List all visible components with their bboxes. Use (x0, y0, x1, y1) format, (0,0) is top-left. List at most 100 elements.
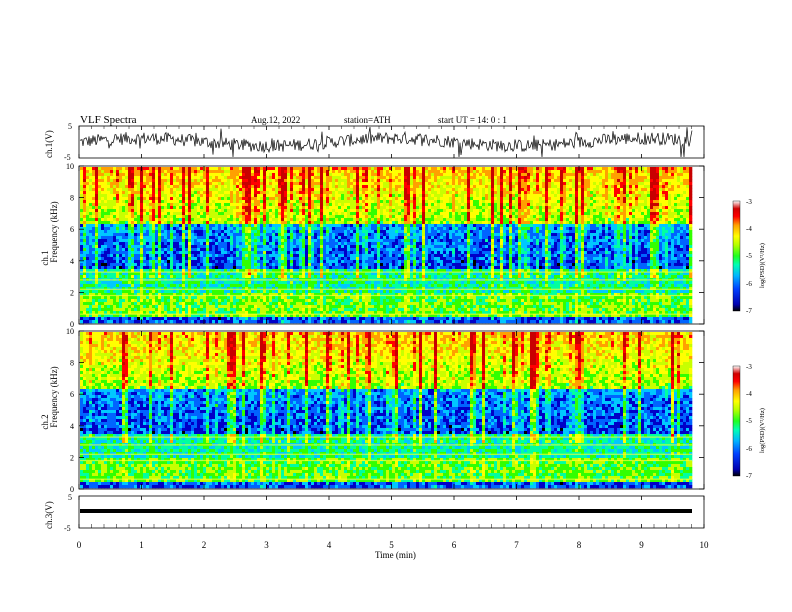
spectrogram-cell (179, 233, 183, 237)
spectrogram-cell (302, 182, 306, 186)
spectrogram-cell (215, 314, 219, 318)
spectrogram-cell (347, 221, 351, 225)
spectrogram-cell (215, 320, 219, 324)
spectrogram-cell (206, 320, 210, 324)
spectrogram-cell (200, 254, 204, 258)
spectrogram-cell (110, 188, 114, 192)
spectrogram-cell (272, 242, 276, 246)
spectrogram-cell (227, 257, 231, 261)
spectrogram-cell (188, 260, 192, 264)
spectrogram-cell (260, 299, 264, 303)
spectrogram-cell (338, 188, 342, 192)
spectrogram-cell (290, 311, 294, 315)
spectrogram-cell (191, 227, 195, 231)
spectrogram-cell (227, 248, 231, 252)
spectrogram-cell (311, 281, 315, 285)
spectrogram-cell (170, 287, 174, 291)
spectrogram-cell (344, 176, 348, 180)
spectrogram-cell (230, 227, 234, 231)
spectrogram-cell (143, 215, 147, 219)
spectrogram-cell (185, 320, 189, 324)
spectrogram-cell (284, 284, 288, 288)
spectrogram-cell (194, 245, 198, 249)
spectrogram-cell (167, 320, 171, 324)
spectrogram-cell (212, 206, 216, 210)
spectrogram-cell (206, 284, 210, 288)
spectrogram-cell (323, 281, 327, 285)
spectrogram-cell (290, 233, 294, 237)
spectrogram-cell (155, 176, 159, 180)
spectrogram-cell (89, 224, 93, 228)
spectrogram-cell (197, 296, 201, 300)
spectrogram-cell (206, 242, 210, 246)
spectrogram-cell (329, 239, 333, 243)
spectrogram-cell (236, 272, 240, 276)
spectrogram-cell (251, 284, 255, 288)
spectrogram-cell (197, 185, 201, 189)
spectrogram-cell (101, 170, 105, 174)
spectrogram-cell (161, 185, 165, 189)
spectrogram-cell (128, 320, 132, 324)
spectrogram-cell (197, 263, 201, 267)
spectrogram-cell (272, 206, 276, 210)
spectrogram-cell (269, 167, 273, 171)
spectrogram-cell (131, 275, 135, 279)
spectrogram-cell (314, 245, 318, 249)
spectrogram-cell (365, 269, 369, 273)
spectrogram-cell (95, 263, 99, 267)
spectrogram-cell (251, 182, 255, 186)
spectrogram-cell (143, 173, 147, 177)
spectrogram-cell (101, 218, 105, 222)
spectrogram-cell (101, 314, 105, 318)
spectrogram-cell (185, 260, 189, 264)
spectrogram-cell (356, 245, 360, 249)
spectrogram-cell (353, 203, 357, 207)
spectrogram-cell (92, 296, 96, 300)
spectrogram-cell (158, 230, 162, 234)
spectrogram-cell (140, 182, 144, 186)
spectrogram-cell (290, 185, 294, 189)
spectrogram-cell (179, 194, 183, 198)
spectrogram-cell (341, 230, 345, 234)
spectrogram-cell (167, 266, 171, 270)
spectrogram-cell (155, 173, 159, 177)
spectrogram-cell (92, 209, 96, 213)
spectrogram-cell (227, 305, 231, 309)
spectrogram-cell (83, 248, 87, 252)
spectrogram-cell (146, 275, 150, 279)
spectrogram-cell (260, 302, 264, 306)
spectrogram-cell (104, 233, 108, 237)
spectrogram-cell (215, 248, 219, 252)
spectrogram-cell (98, 293, 102, 297)
spectrogram-cell (236, 176, 240, 180)
spectrogram-cell (188, 221, 192, 225)
spectrogram-cell (272, 263, 276, 267)
spectrogram-cell (254, 233, 258, 237)
spectrogram-cell (350, 203, 354, 207)
spectrogram-cell (362, 287, 366, 291)
spectrogram-cell (347, 236, 351, 240)
spectrogram-cell (356, 314, 360, 318)
spectrogram-cell (113, 305, 117, 309)
spectrogram-cell (278, 188, 282, 192)
spectrogram-cell (122, 281, 126, 285)
spectrogram-cell (203, 299, 207, 303)
spectrogram-cell (278, 176, 282, 180)
spectrogram-cell (122, 269, 126, 273)
spectrogram-cell (326, 260, 330, 264)
spectrogram-cell (146, 317, 150, 321)
spectrogram-cell (107, 284, 111, 288)
spectrogram-cell (362, 293, 366, 297)
spectrogram-cell (332, 272, 336, 276)
spectrogram-cell (356, 221, 360, 225)
spectrogram-cell (209, 293, 213, 297)
spectrogram-cell (182, 317, 186, 321)
spectrogram-cell (170, 302, 174, 306)
spectrogram-cell (314, 203, 318, 207)
spectrogram-cell (200, 206, 204, 210)
spectrogram-cell (365, 191, 369, 195)
spectrogram-cell (86, 230, 90, 234)
spectrogram-cell (365, 176, 369, 180)
spectrogram-cell (110, 269, 114, 273)
spectrogram-cell (323, 239, 327, 243)
